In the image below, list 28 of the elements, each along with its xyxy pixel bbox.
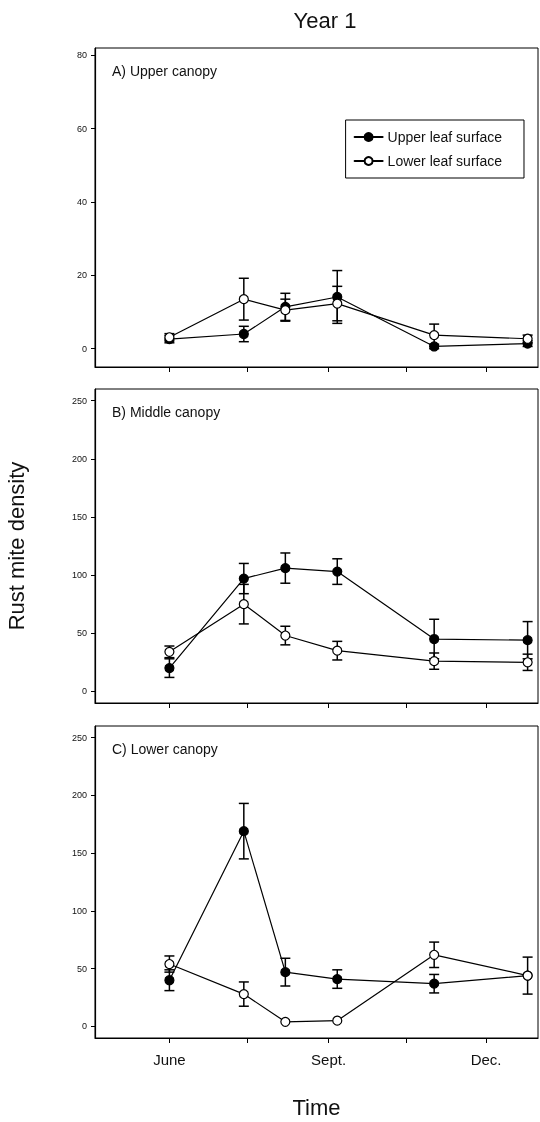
x-tick-label: Dec.: [470, 1051, 502, 1068]
y-tick-label: 150: [71, 511, 87, 522]
chart-title: Year 1: [293, 7, 357, 33]
y-tick-label: 200: [71, 453, 87, 464]
y-axis-title: Rust mite density: [3, 461, 29, 631]
legend-label: Lower leaf surface: [387, 153, 503, 169]
y-tick-label: 250: [71, 732, 87, 743]
legend-label: Upper leaf surface: [387, 129, 503, 145]
y-tick-label: 0: [81, 686, 87, 697]
y-tick-label: 50: [76, 963, 87, 974]
x-tick-label: Sept.: [311, 1051, 347, 1068]
y-tick-label: 150: [71, 848, 87, 859]
x-axis-title: Time: [292, 1094, 341, 1120]
annotation: A) Upper canopy: [112, 63, 218, 79]
y-tick-label: 250: [71, 395, 87, 406]
y-tick-label: 40: [76, 197, 87, 207]
annotation: B) Middle canopy: [112, 404, 221, 420]
y-tick-label: 100: [71, 905, 87, 916]
y-tick-label: 60: [76, 123, 87, 134]
y-tick-label: 0: [81, 343, 87, 354]
y-tick-label: 100: [71, 570, 87, 581]
x-tick-label: June: [153, 1051, 186, 1068]
y-tick-label: 50: [76, 628, 87, 639]
y-tick-label: 20: [76, 270, 87, 281]
y-tick-label: 0: [81, 1021, 87, 1032]
y-tick-label: 200: [71, 790, 87, 801]
annotation: C) Lower canopy: [112, 741, 218, 757]
y-tick-label: 80: [76, 50, 87, 61]
